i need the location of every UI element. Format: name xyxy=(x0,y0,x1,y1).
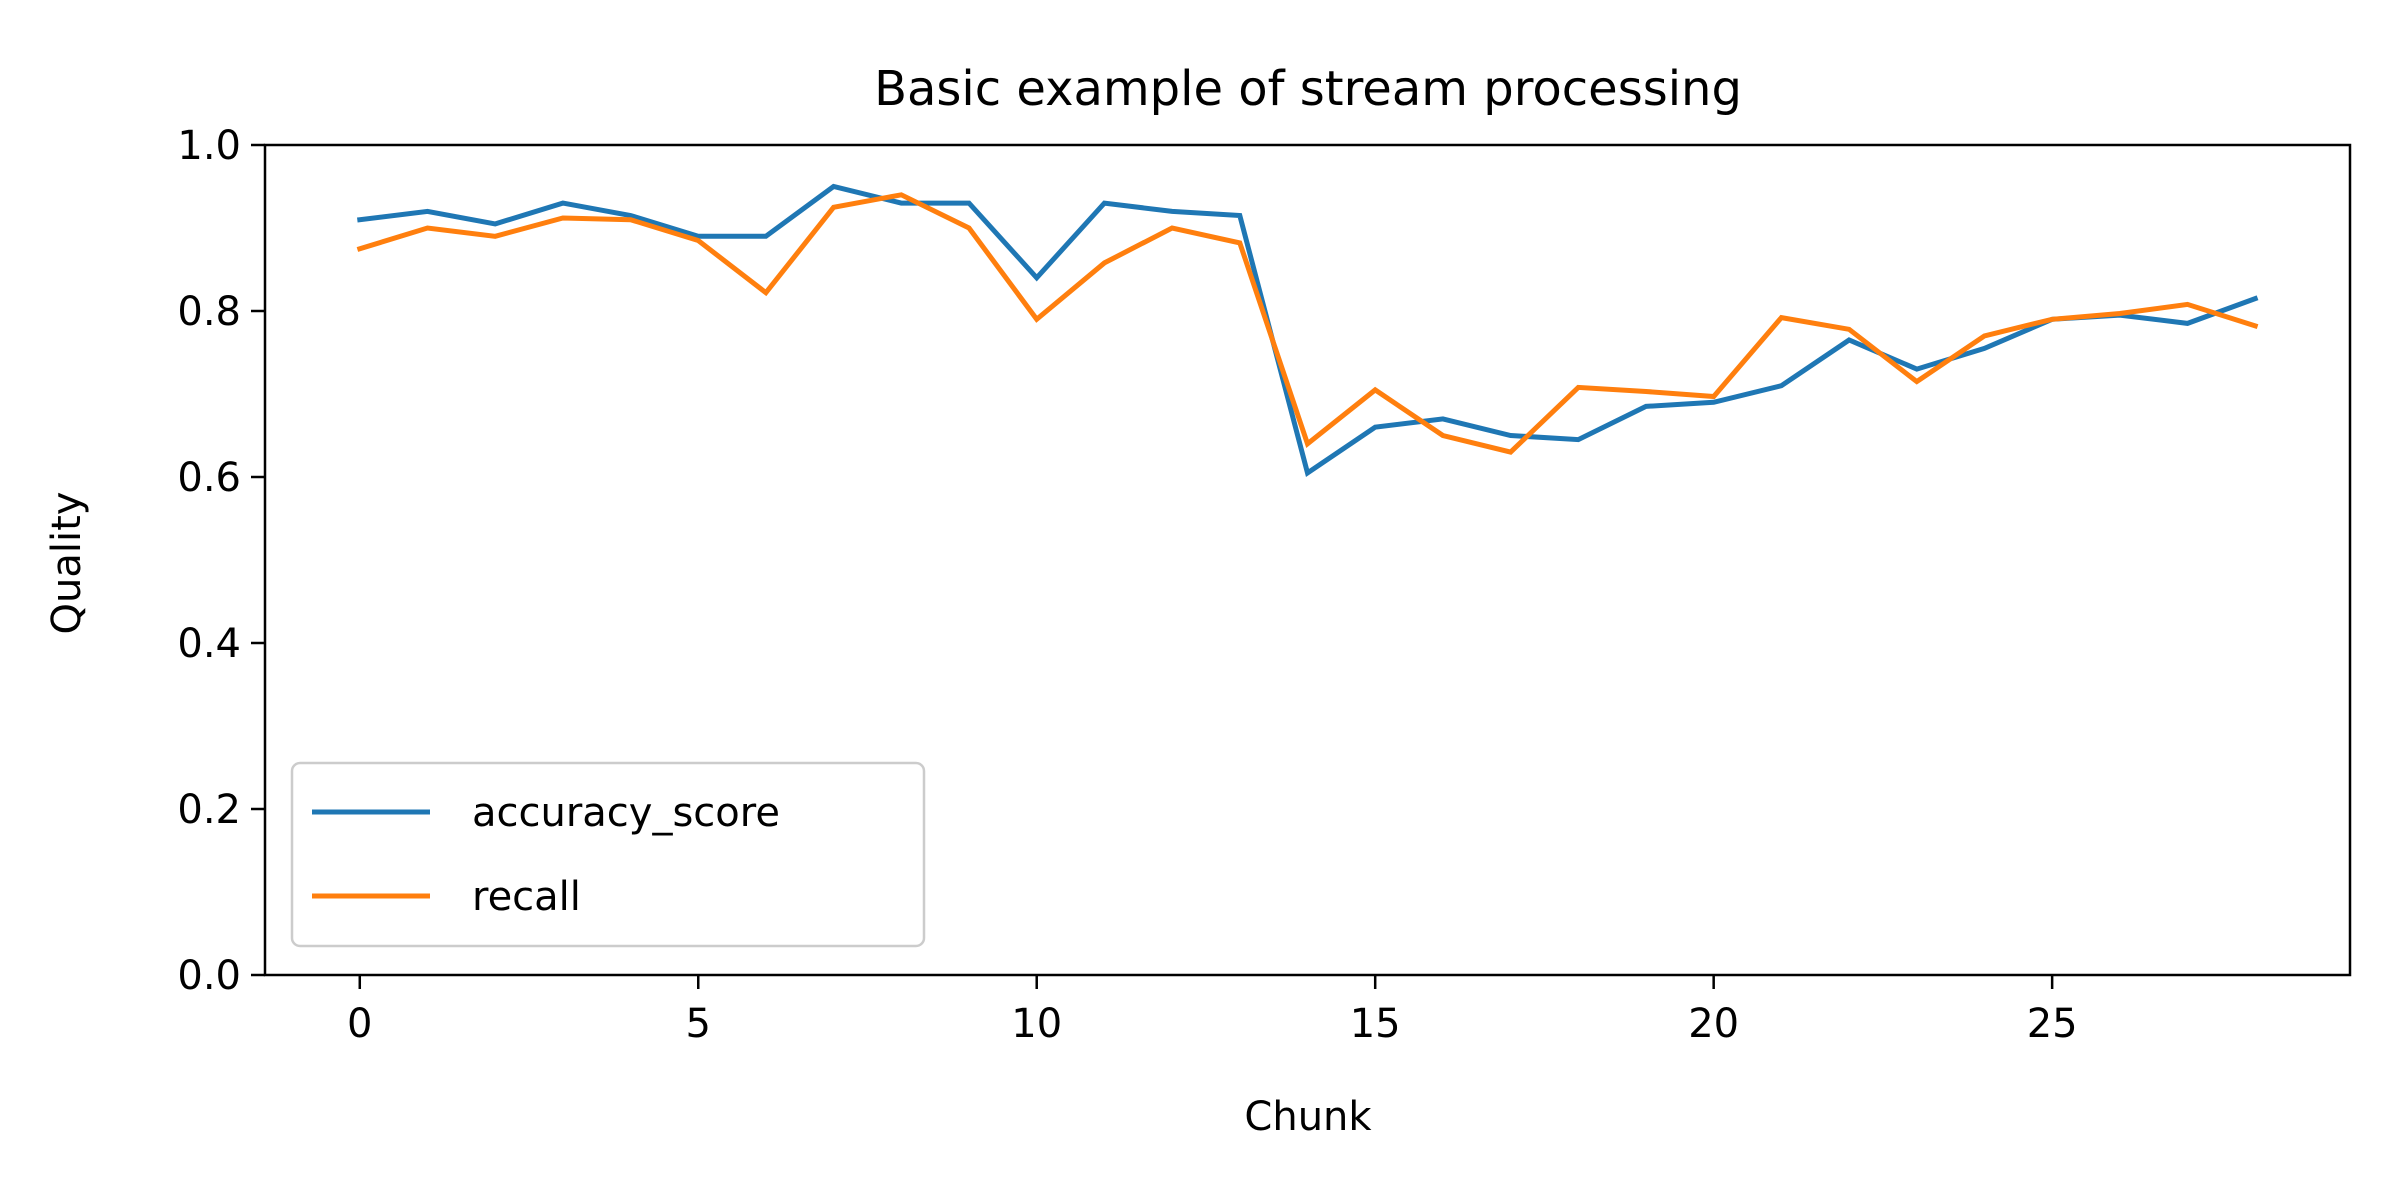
chart-title: Basic example of stream processing xyxy=(874,61,1742,117)
plot-frame xyxy=(263,143,2352,977)
legend-label-recall: recall xyxy=(472,874,581,920)
y-tick-label: 0.8 xyxy=(177,289,241,335)
y-tick-label: 0.6 xyxy=(177,455,241,501)
y-tick-label: 0.4 xyxy=(177,621,241,667)
series-line-recall xyxy=(356,192,2259,455)
legend-box xyxy=(290,761,926,948)
series-line-accuracy-score xyxy=(357,183,2259,477)
legend-label-accuracy-score: accuracy_score xyxy=(472,790,780,836)
y-tick-label: 1.0 xyxy=(177,123,241,169)
y-axis-label: Quality xyxy=(44,492,90,635)
x-tick-label: 25 xyxy=(2027,1001,2078,1047)
x-tick-label: 5 xyxy=(686,1001,711,1047)
x-tick-label: 20 xyxy=(1688,1001,1739,1047)
x-tick-label: 15 xyxy=(1350,1001,1401,1047)
y-tick-label: 0.0 xyxy=(177,953,241,999)
x-tick-label: 10 xyxy=(1011,1001,1062,1047)
x-tick-label: 0 xyxy=(347,1001,372,1047)
y-tick-label: 0.2 xyxy=(177,787,241,833)
x-axis-label: Chunk xyxy=(1244,1094,1372,1140)
